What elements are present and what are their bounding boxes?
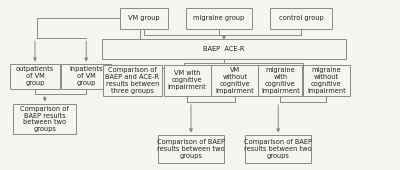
Text: VM
without
cognitive
impairment: VM without cognitive impairment bbox=[216, 67, 254, 94]
Text: Comparison of BAEP
results between two
groups: Comparison of BAEP results between two g… bbox=[157, 139, 225, 159]
FancyBboxPatch shape bbox=[10, 64, 60, 89]
FancyBboxPatch shape bbox=[270, 8, 332, 29]
FancyBboxPatch shape bbox=[13, 104, 76, 134]
FancyBboxPatch shape bbox=[103, 65, 162, 96]
Text: Comparison of BAEP
results between two
groups: Comparison of BAEP results between two g… bbox=[244, 139, 312, 159]
Text: migraine group: migraine group bbox=[193, 15, 245, 21]
FancyBboxPatch shape bbox=[102, 39, 346, 59]
Text: inpatients
of VM
group: inpatients of VM group bbox=[70, 66, 103, 87]
FancyBboxPatch shape bbox=[61, 64, 111, 89]
FancyBboxPatch shape bbox=[120, 8, 168, 29]
Text: outpatients
of VM
group: outpatients of VM group bbox=[16, 66, 54, 87]
FancyBboxPatch shape bbox=[158, 135, 224, 163]
FancyBboxPatch shape bbox=[245, 135, 311, 163]
Text: VM group: VM group bbox=[128, 15, 160, 21]
Text: migraine
without
cognitive
impairment: migraine without cognitive impairment bbox=[307, 67, 346, 94]
Text: BAEP  ACE-R: BAEP ACE-R bbox=[203, 46, 245, 52]
Text: VM with
cognitive
impairment: VM with cognitive impairment bbox=[168, 70, 206, 90]
FancyBboxPatch shape bbox=[211, 65, 258, 96]
Text: migraine
with
cognitive
impairment: migraine with cognitive impairment bbox=[261, 67, 300, 94]
FancyBboxPatch shape bbox=[258, 65, 302, 96]
Text: Comparison of
BAEP results
between two
groups: Comparison of BAEP results between two g… bbox=[20, 106, 69, 132]
Text: Comparison of
BAEP and ACE-R
results between
three groups: Comparison of BAEP and ACE-R results bet… bbox=[105, 67, 160, 94]
Text: control group: control group bbox=[279, 15, 323, 21]
FancyBboxPatch shape bbox=[186, 8, 252, 29]
FancyBboxPatch shape bbox=[303, 65, 350, 96]
FancyBboxPatch shape bbox=[164, 65, 211, 96]
